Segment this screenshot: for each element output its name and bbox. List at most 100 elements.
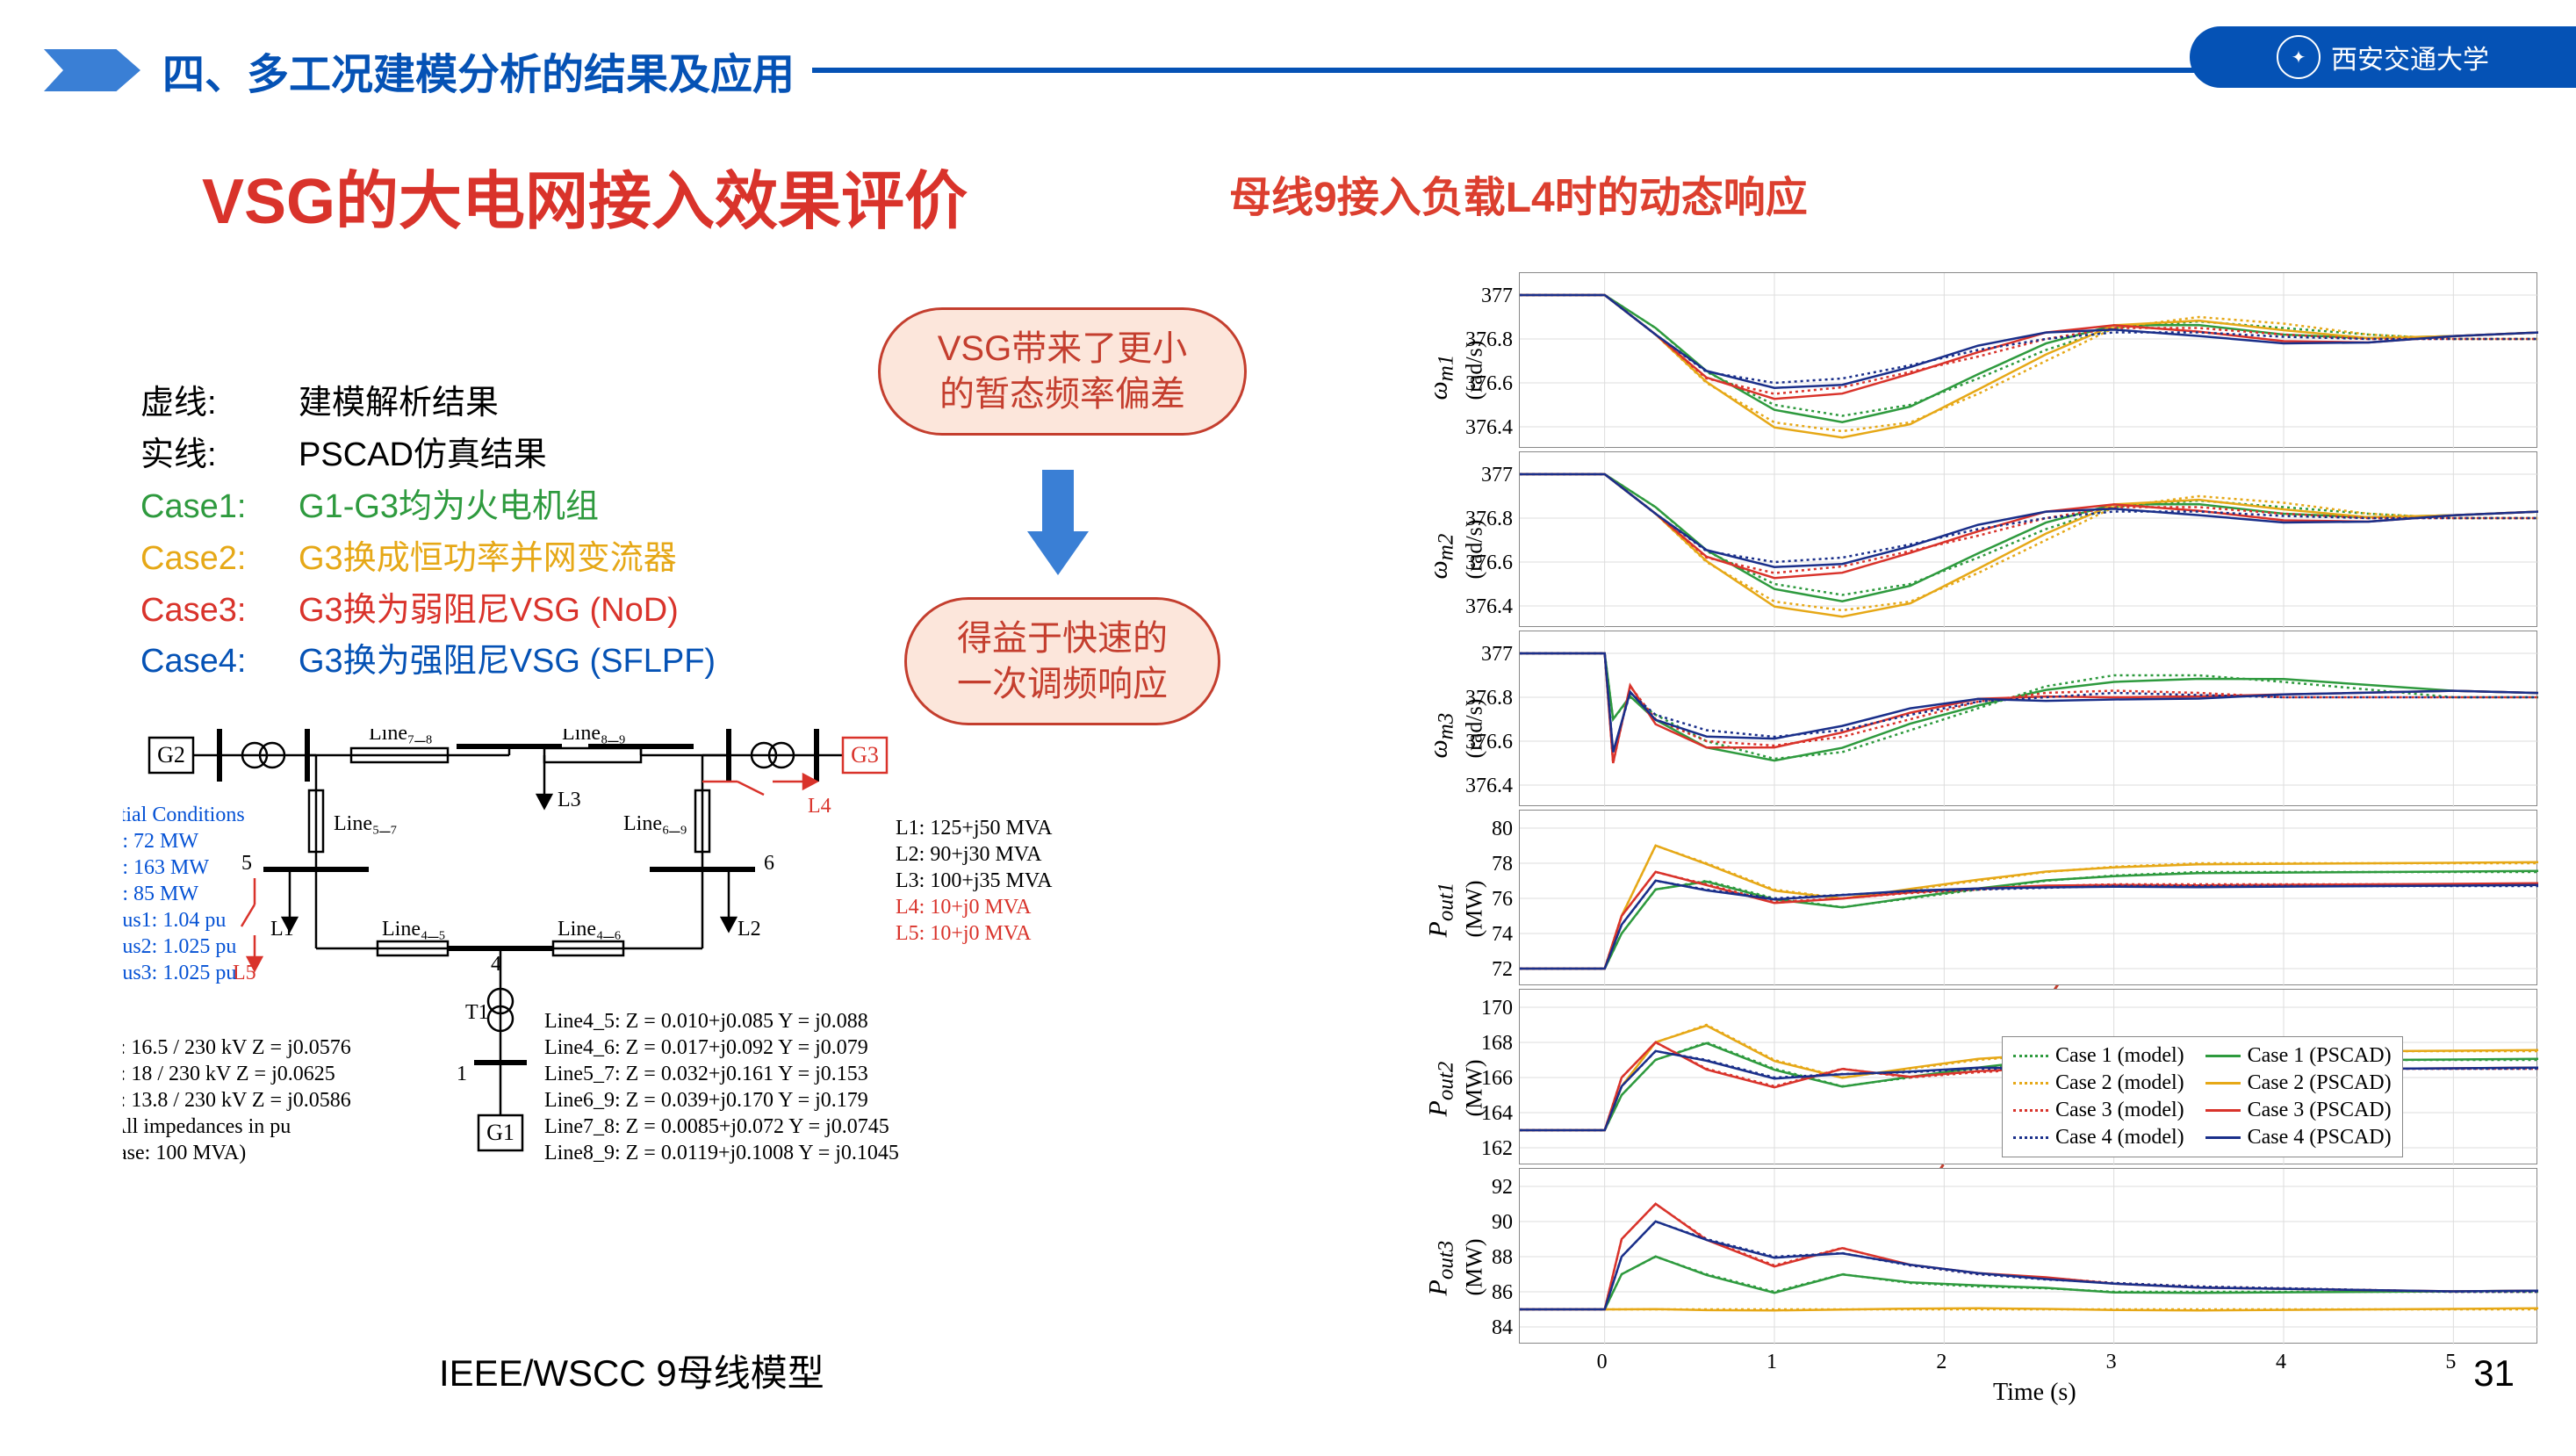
main-title: VSG的大电网接入效果评价 (202, 149, 968, 241)
chart-panel: Pout3 (MW)8486889092 (1519, 1168, 2537, 1344)
case-legend: 虚线:建模解析结果实线:PSCAD仿真结果Case1:G1-G3均为火电机组Ca… (140, 378, 716, 688)
svg-text:L1: L1 (270, 918, 294, 941)
x-tick-label: 3 (2106, 1351, 2117, 1374)
chart-legend-item: Case 1 (model) (2013, 1044, 2184, 1068)
x-tick-label: 5 (2445, 1351, 2456, 1374)
y-tick-label: 376.6 (1465, 551, 1513, 575)
chart-panel: ωm1 (rad/s)376.4376.6376.8377 (1519, 272, 2537, 448)
chart-legend-item: Case 4 (model) (2013, 1126, 2184, 1150)
svg-text:Line₄_₆: Line₄_₆ (558, 918, 622, 941)
chart-legend-item: Case 4 (PSCAD) (2205, 1126, 2392, 1150)
chart-legend-item: Case 3 (PSCAD) (2205, 1099, 2392, 1122)
y-tick-label: 376.8 (1465, 687, 1513, 710)
gen-label: G1 (486, 1120, 514, 1145)
y-tick-label: 72 (1492, 958, 1513, 982)
svg-text:Line5_7: Z = 0.032+j0.161 Y =: Line5_7: Z = 0.032+j0.161 Y = j0.153 (544, 1063, 868, 1085)
section-arrow-icon (44, 49, 140, 91)
chart-legend-item: Case 2 (PSCAD) (2205, 1071, 2392, 1095)
y-tick-label: 170 (1481, 997, 1513, 1020)
university-logo-icon: ✦ (2277, 35, 2321, 79)
svg-text:Line7_8: Z = 0.0085+j0.072 Y =: Line7_8: Z = 0.0085+j0.072 Y = j0.0745 (544, 1115, 889, 1138)
svg-text:Line₄_₅: Line₄_₅ (382, 918, 446, 941)
chart-y-label: Pout2 (MW) (1424, 1078, 1489, 1117)
legend-value: G3换成恒功率并网变流器 (299, 533, 677, 585)
legend-row: Case1:G1-G3均为火电机组 (140, 481, 716, 533)
section-title: 四、多工况建模分析的结果及应用 (162, 40, 795, 101)
chart-legend-item: Case 3 (model) (2013, 1099, 2184, 1122)
svg-text:Line₇_₈: Line₇_₈ (369, 729, 433, 745)
chart-panel: ωm3 (rad/s)376.4376.6376.8377 (1519, 631, 2537, 806)
legend-row: Case4:G3换为强阻尼VSG (SFLPF) (140, 636, 716, 688)
charts-area: VSG自身的阻尼 效果具有本地性 ωm1 (rad/s)376.4376.637… (1440, 272, 2546, 1379)
chart-panel: ωm2 (rad/s)376.4376.6376.8377 (1519, 451, 2537, 627)
svg-text:4: 4 (491, 953, 501, 976)
y-tick-label: 90 (1492, 1211, 1513, 1235)
svg-text:6: 6 (764, 852, 774, 875)
callout-line: 得益于快速的 (957, 619, 1168, 658)
y-tick-label: 376.4 (1465, 595, 1513, 619)
svg-text:Line8_9: Z = 0.0119+j0.1008 Y: Line8_9: Z = 0.0119+j0.1008 Y = j0.1045 (544, 1142, 899, 1164)
x-tick-label: 0 (1597, 1351, 1608, 1374)
legend-row: 实线:PSCAD仿真结果 (140, 429, 716, 481)
right-subtitle: 母线9接入负载L4时的动态响应 (1229, 162, 1808, 224)
gen-label: G2 (157, 742, 185, 768)
y-tick-label: 166 (1481, 1067, 1513, 1091)
svg-text:1: 1 (457, 1063, 467, 1085)
svg-text:Vbus1: 1.04 pu: Vbus1: 1.04 pu (123, 909, 226, 932)
svg-text:L3: 100+j35 MVA: L3: 100+j35 MVA (896, 869, 1053, 892)
y-tick-label: 162 (1481, 1137, 1513, 1161)
svg-text:L4: L4 (808, 795, 831, 818)
legend-row: 虚线:建模解析结果 (140, 378, 716, 429)
svg-text:Line₅_₇: Line₅_₇ (334, 812, 398, 835)
legend-key: Case1: (140, 481, 299, 533)
arrow-down-icon (1027, 470, 1089, 575)
x-tick-label: 4 (2276, 1351, 2286, 1374)
chart-panel: Pout1 (MW)7274767880 (1519, 810, 2537, 985)
legend-value: 建模解析结果 (299, 378, 499, 429)
y-tick-label: 376.8 (1465, 328, 1513, 352)
legend-key: Case3: (140, 585, 299, 637)
y-tick-label: 92 (1492, 1176, 1513, 1200)
svg-text:Line₈_₉: Line₈_₉ (562, 729, 626, 745)
circuit-svg: G2 G3 G1 2T2 7 Line₇_₈ 8 Line₈_₉ 9T (123, 729, 1176, 1291)
y-tick-label: 80 (1492, 818, 1513, 841)
y-tick-label: 88 (1492, 1246, 1513, 1270)
y-tick-label: 78 (1492, 853, 1513, 876)
y-tick-label: 164 (1481, 1102, 1513, 1126)
legend-row: Case3:G3换为弱阻尼VSG (NoD) (140, 585, 716, 637)
chart-legend-item: Case 1 (PSCAD) (2205, 1044, 2392, 1068)
svg-text:G2: 163 MW: G2: 163 MW (123, 856, 209, 879)
svg-text:T3: 13.8 / 230 kV Z = j0.0586: T3: 13.8 / 230 kV Z = j0.0586 (123, 1089, 351, 1112)
y-tick-label: 376.4 (1465, 775, 1513, 798)
svg-text:L1: 125+j50 MVA: L1: 125+j50 MVA (896, 817, 1053, 840)
callout-line: 的暂态频率偏差 (939, 375, 1185, 414)
legend-value: G3换为弱阻尼VSG (NoD) (299, 585, 679, 637)
y-tick-label: 168 (1481, 1032, 1513, 1056)
svg-text:Initial Conditions: Initial Conditions (123, 804, 245, 826)
chart-legend-item: Case 2 (model) (2013, 1071, 2184, 1095)
diagram-caption: IEEE/WSCC 9母线模型 (439, 1344, 824, 1397)
y-tick-label: 376.6 (1465, 372, 1513, 396)
svg-text:L5: 10+j0 MVA: L5: 10+j0 MVA (896, 922, 1032, 945)
svg-text:Line6_9: Z = 0.039+j0.170 Y =: Line6_9: Z = 0.039+j0.170 Y = j0.179 (544, 1089, 868, 1112)
y-tick-label: 376.6 (1465, 731, 1513, 754)
svg-text:Line4_6: Z = 0.017+j0.092 Y =: Line4_6: Z = 0.017+j0.092 Y = j0.079 (544, 1036, 868, 1059)
university-badge: ✦ 西安交通大学 (2190, 26, 2576, 88)
svg-text:Vbus2: 1.025 pu: Vbus2: 1.025 pu (123, 935, 236, 958)
y-tick-label: 377 (1481, 464, 1513, 487)
legend-value: G1-G3均为火电机组 (299, 481, 599, 533)
svg-text:G3: 85 MW: G3: 85 MW (123, 883, 198, 905)
y-tick-label: 84 (1492, 1316, 1513, 1340)
legend-row: Case2:G3换成恒功率并网变流器 (140, 533, 716, 585)
svg-text:L2: L2 (738, 918, 761, 941)
svg-text:T1: T1 (465, 1001, 489, 1024)
chart-legend-box: Case 1 (model) Case 1 (PSCAD) Case 2 (mode… (2002, 1036, 2403, 1157)
university-name: 西安交通大学 (2331, 38, 2489, 76)
legend-key: Case2: (140, 533, 299, 585)
legend-value: G3换为强阻尼VSG (SFLPF) (299, 636, 716, 688)
y-tick-label: 376.8 (1465, 508, 1513, 531)
x-tick-label: 2 (1936, 1351, 1946, 1374)
legend-key: 实线: (140, 429, 299, 481)
legend-key: Case4: (140, 636, 299, 688)
svg-text:G1: 72 MW: G1: 72 MW (123, 830, 198, 853)
